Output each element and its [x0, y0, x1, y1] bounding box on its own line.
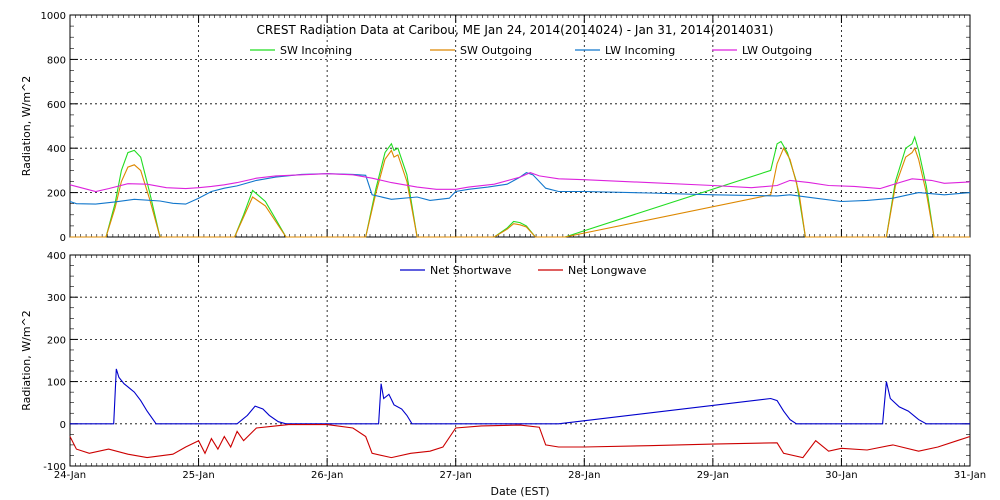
x-tick-label: 27-Jan [440, 470, 472, 481]
x-tick-label: 30-Jan [825, 470, 857, 481]
legend-label: LW Outgoing [742, 44, 812, 57]
y-tick-label: 600 [47, 100, 66, 111]
series-line-net-shortwave [70, 368, 970, 425]
plot-frame-1 [69, 254, 971, 467]
x-tick-label: 26-Jan [311, 470, 343, 481]
legend-label: SW Incoming [280, 44, 352, 57]
x-tick-label: 25-Jan [182, 470, 214, 481]
y-tick-label: 400 [47, 251, 66, 262]
legend-label: SW Outgoing [460, 44, 532, 57]
y-tick-label: 1000 [41, 11, 66, 22]
y-tick-label: 100 [47, 378, 66, 389]
y-tick-label: 200 [47, 335, 66, 346]
y-tick-label: 0 [60, 420, 66, 431]
y-axis-title: Radiation, W/m^2 [20, 310, 33, 411]
series-line-net-longwave [69, 424, 971, 459]
x-tick-label: 31-Jan [954, 470, 986, 481]
y-tick-label: 400 [47, 144, 66, 155]
x-tick-label: 24-Jan [54, 470, 86, 481]
x-tick-label: 28-Jan [568, 470, 600, 481]
y-tick-label: 300 [47, 293, 66, 304]
y-tick-label: 800 [47, 55, 66, 66]
y-tick-label: 0 [60, 233, 66, 244]
y-axis-title: Radiation, W/m^2 [20, 76, 33, 177]
chart-title: CREST Radiation Data at Caribou, ME Jan … [257, 23, 774, 37]
series-line-lw-outgoing [69, 172, 971, 193]
series-line-sw-outgoing [70, 146, 970, 238]
x-axis-title: Date (EST) [490, 485, 549, 498]
legend-label: Net Longwave [568, 264, 647, 277]
x-tick-label: 29-Jan [697, 470, 729, 481]
legend-label: Net Shortwave [430, 264, 512, 277]
series-line-lw-incoming [69, 171, 971, 205]
y-tick-label: 200 [47, 189, 66, 200]
y-tick-label: -100 [43, 462, 66, 473]
legend-label: LW Incoming [605, 44, 675, 57]
